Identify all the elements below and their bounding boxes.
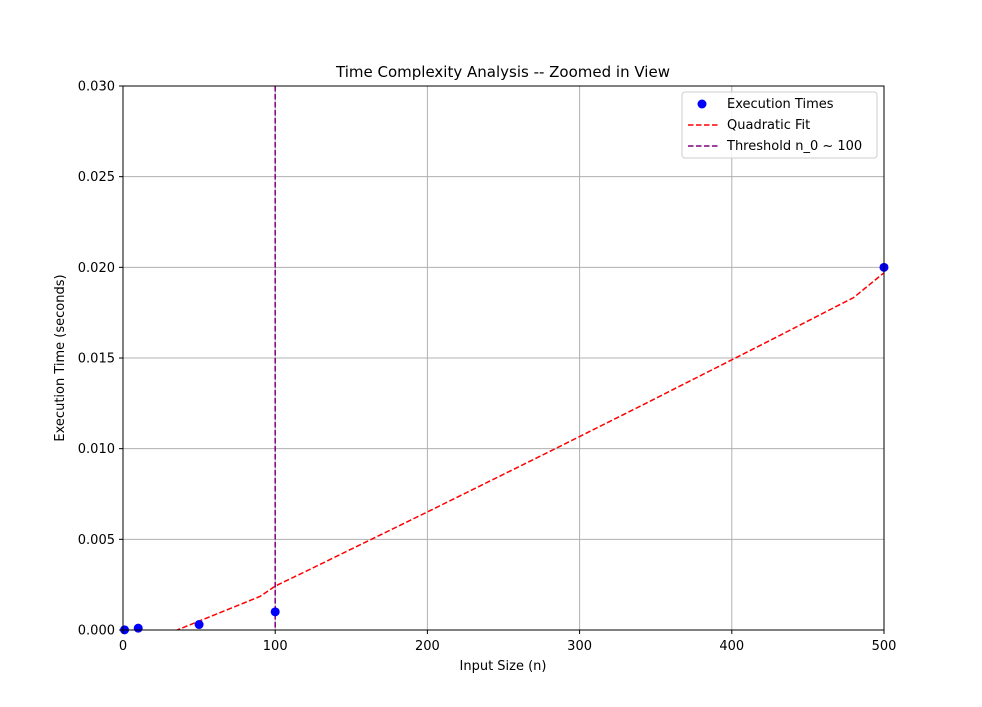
x-tick-label: 0 [119, 639, 127, 654]
x-tick-label: 300 [567, 639, 592, 654]
y-tick-label: 0.020 [78, 261, 115, 276]
execution-time-point [270, 607, 280, 617]
x-tick-label: 200 [415, 639, 440, 654]
x-axis-label: Input Size (n) [460, 659, 547, 674]
execution-time-point [133, 623, 143, 633]
x-tick-label: 400 [719, 639, 744, 654]
x-tick-label: 500 [872, 639, 897, 654]
y-tick-label: 0.015 [78, 352, 115, 367]
legend-marker-execution-times [697, 99, 707, 109]
y-tick-label: 0.030 [78, 80, 115, 95]
y-tick-label: 0.025 [78, 170, 115, 185]
legend-label-threshold: Threshold n_0 ~ 100 [726, 139, 862, 154]
legend-frame [681, 91, 878, 159]
x-axis: 0 100 200 300 400 500 [119, 630, 897, 654]
execution-time-point [194, 620, 204, 630]
y-tick-label: 0.000 [78, 624, 115, 639]
y-tick-label: 0.010 [78, 442, 115, 457]
legend-label-execution-times: Execution Times [727, 97, 834, 112]
y-tick-label: 0.005 [78, 533, 115, 548]
legend-label-quadratic-fit: Quadratic Fit [727, 118, 810, 133]
y-axis: 0.000 0.005 0.010 0.015 0.020 0.025 0.030 [78, 80, 123, 639]
legend: Execution Times Quadratic Fit Threshold … [681, 91, 878, 159]
y-axis-label: Execution Time (seconds) [53, 274, 68, 441]
chart-title: Time Complexity Analysis -- Zoomed in Vi… [335, 63, 670, 81]
x-tick-label: 100 [263, 639, 288, 654]
